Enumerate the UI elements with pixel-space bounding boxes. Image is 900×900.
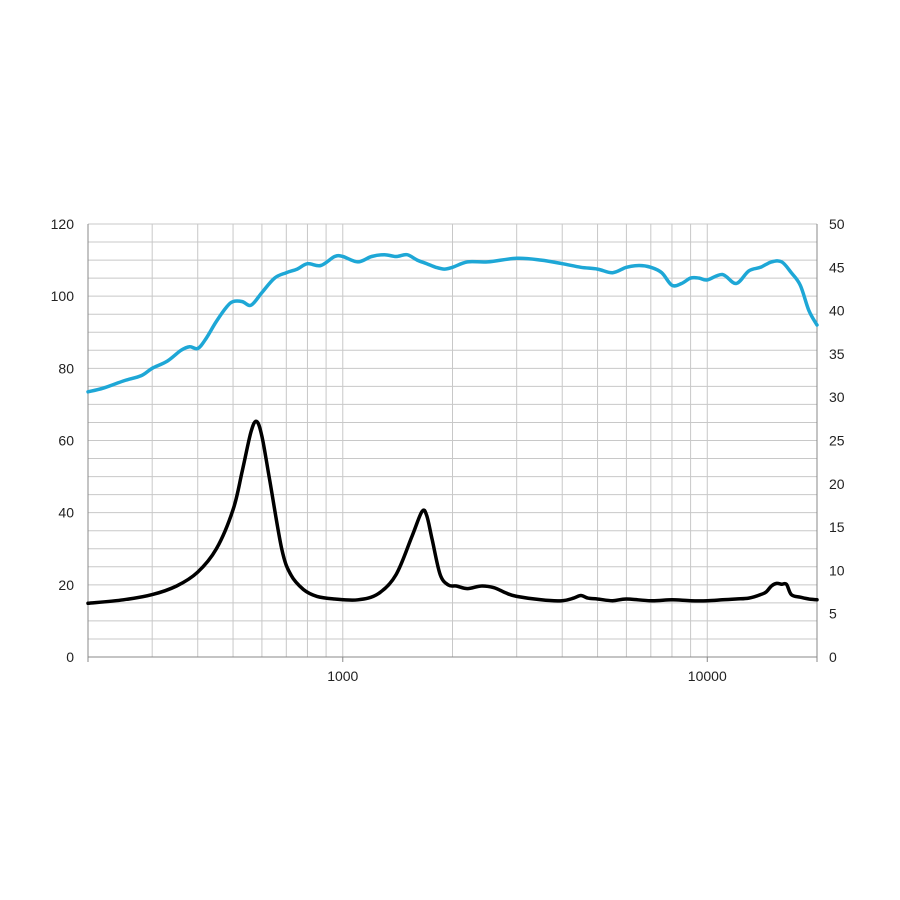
- y-right-tick-label: 40: [829, 303, 845, 319]
- y-right-tick-label: 30: [829, 389, 845, 405]
- spl-curve: [86, 252, 819, 394]
- y-left-tick-label: 40: [58, 505, 74, 521]
- tick-labels: 0 20 40 60 80 100 120 0 5 10 15 20 25 30 35 40 45 50 1000 1…: [51, 216, 845, 684]
- y-left-tick-label: 100: [51, 288, 75, 304]
- axes: [87, 223, 818, 662]
- y-left-tick-label: 0: [66, 649, 74, 665]
- y-left-tick-label: 20: [58, 577, 74, 593]
- y-right-tick-label: 20: [829, 476, 845, 492]
- impedance-curve: [86, 419, 819, 606]
- y-left-tick-label: 120: [51, 216, 75, 232]
- y-left-tick-label: 80: [58, 360, 74, 376]
- y-left-tick-label: 60: [58, 433, 74, 449]
- y-right-tick-label: 35: [829, 346, 845, 362]
- x-tick-label: 10000: [688, 668, 727, 684]
- data-series: [86, 252, 819, 606]
- y-right-tick-label: 25: [829, 433, 845, 449]
- y-right-tick-label: 5: [829, 606, 837, 622]
- y-right-tick-label: 10: [829, 562, 845, 578]
- y-right-tick-label: 50: [829, 216, 845, 232]
- x-tick-label: 1000: [327, 668, 358, 684]
- gridlines: [88, 224, 817, 657]
- y-right-tick-label: 0: [829, 649, 837, 665]
- y-right-tick-label: 45: [829, 259, 845, 275]
- y-right-tick-label: 15: [829, 519, 845, 535]
